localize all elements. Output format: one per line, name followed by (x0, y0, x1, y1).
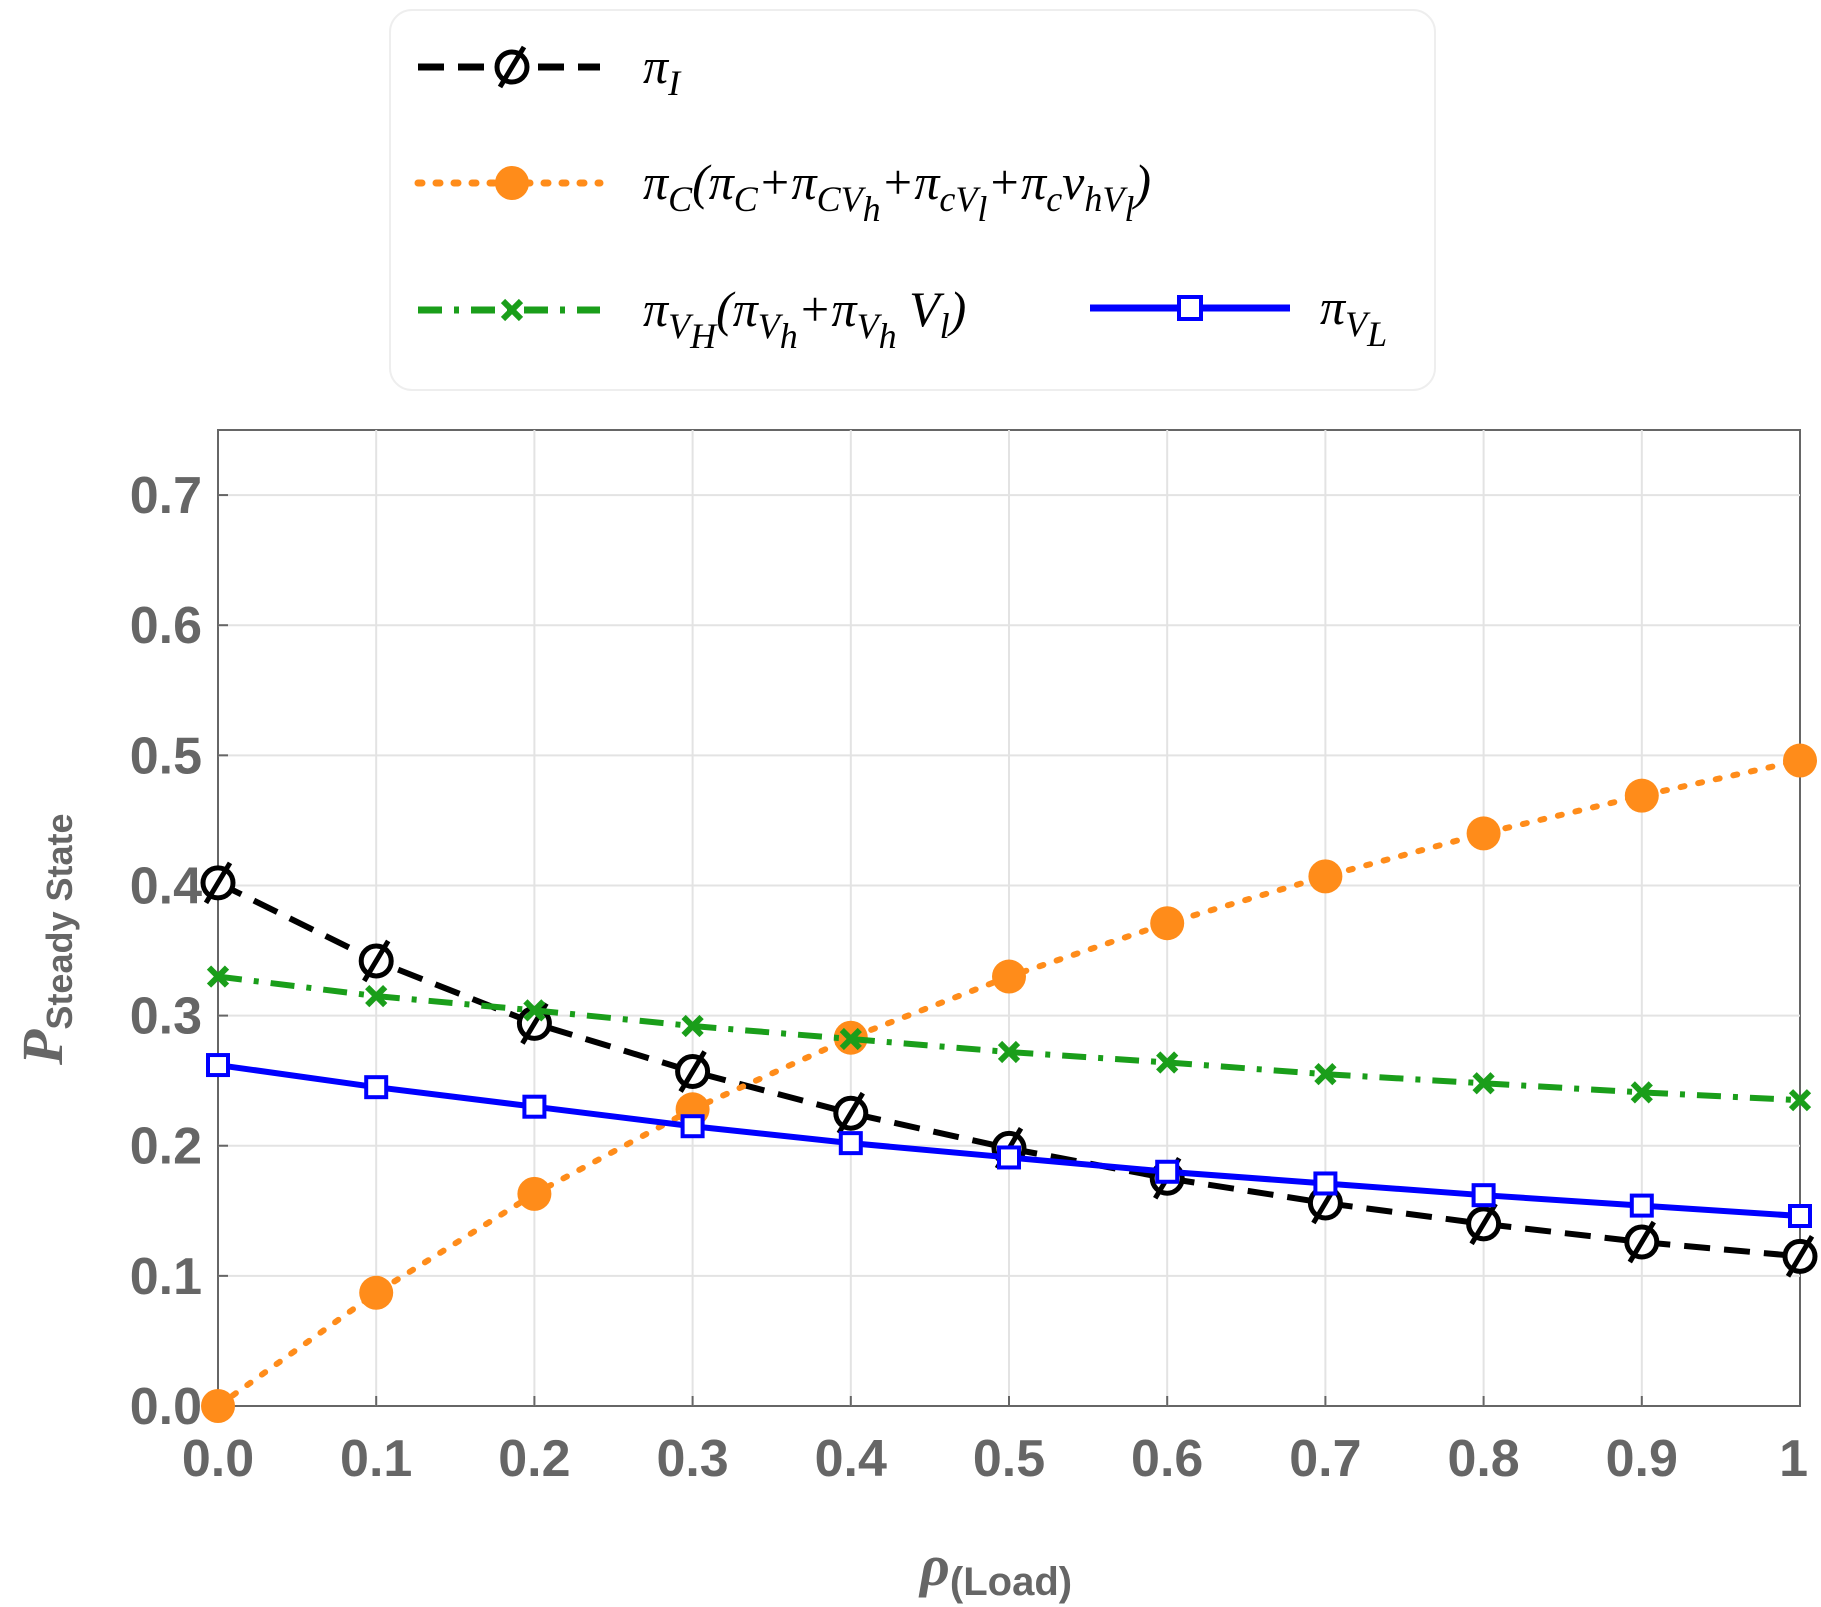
x-tick-label: 0.3 (656, 1430, 728, 1488)
x-tick-label: 0.4 (815, 1430, 887, 1488)
x-axis-title-sub: (Load) (950, 1560, 1072, 1604)
legend-label-sub: I (667, 63, 682, 103)
y-tick-label: 0.1 (130, 1248, 202, 1306)
y-tick-label: 0.3 (130, 988, 202, 1046)
data-point-pi-vl (1629, 1193, 1654, 1218)
data-point-pi-i (200, 861, 236, 905)
legend-label-pi-c: πC(πC+πCVh+πcVl+πcvhVl) (643, 154, 1151, 229)
legend-marker-pi-c (495, 166, 529, 200)
data-point-pi-vl (522, 1094, 547, 1119)
data-point-pi-c (517, 1176, 552, 1211)
data-point-pi-i (1624, 1220, 1660, 1264)
y-axis-title-sub: Steady State (39, 813, 80, 1029)
y-axis-title-main: P (10, 1029, 75, 1066)
y-tick-label: 0.2 (130, 1118, 202, 1176)
x-tick-label: 0.7 (1289, 1430, 1361, 1488)
data-point-pi-c (992, 959, 1026, 994)
data-point-pi-i (675, 1050, 711, 1093)
data-point-pi-c (1466, 816, 1501, 851)
data-point-pi-vh (1630, 1081, 1653, 1104)
legend-item-pi-i: πI (418, 38, 682, 103)
grid (218, 430, 1800, 1406)
y-tick-label: 0.7 (130, 467, 202, 525)
data-point-pi-vl (364, 1075, 389, 1100)
data-point-pi-vh (681, 1014, 704, 1038)
x-tick-label: 0.1 (340, 1430, 412, 1488)
x-axis: 0.0 0.1 0.2 0.3 0.4 0.5 0.6 0.7 0.8 0.9 1 (182, 1396, 1808, 1488)
x-tick-label: 0.8 (1447, 1430, 1519, 1488)
data-point-pi-c (1308, 859, 1343, 894)
y-tick-label: 0.0 (130, 1378, 202, 1436)
data-point-pi-vl (1313, 1171, 1338, 1196)
data-point-pi-i (1782, 1235, 1818, 1278)
data-point-pi-vl (680, 1114, 705, 1139)
data-point-pi-i (833, 1091, 869, 1135)
legend-label-pi-i: πI (643, 38, 682, 103)
data-point-pi-c (1150, 906, 1185, 941)
x-tick-label: 0.2 (498, 1430, 570, 1488)
legend-label-pi-vl: πVL (1320, 279, 1387, 354)
series-pi-vl (206, 1053, 1812, 1229)
data-point-pi-vl (1155, 1159, 1180, 1184)
y-tick-label: 0.5 (130, 727, 202, 785)
y-tick-label: 0.4 (130, 857, 202, 915)
data-point-pi-c (201, 1389, 235, 1423)
data-point-pi-vh (365, 984, 388, 1008)
data-point-pi-i (1466, 1202, 1502, 1246)
plot-area: 0.0 0.1 0.2 0.3 0.4 0.5 0.6 0.7 0.8 0.9 1 0.00.10.… (130, 429, 1818, 1488)
series-line-pi-i (216, 880, 1801, 1260)
legend-marker-pi-i (494, 45, 530, 89)
series-line-pi-vh (217, 973, 1801, 1104)
data-point-pi-vh (1156, 1051, 1179, 1074)
x-axis-title: ρ(Load) (918, 1533, 1072, 1604)
data-point-pi-vl (997, 1145, 1021, 1170)
legend: πI πC(πC+πCVh+πcVl+πcvhVl) πVH(πVh+πVh V… (389, 9, 1436, 391)
data-point-pi-vh (1472, 1072, 1495, 1095)
data-point-pi-vh (1788, 1089, 1812, 1112)
legend-item-pi-c: πC(πC+πCVh+πcVl+πcvhVl) (414, 154, 1151, 229)
data-point-pi-vl (838, 1131, 863, 1156)
legend-label-pi-vh: πVH(πVh+πVh Vl) (643, 281, 966, 356)
x-tick-label: 0.9 (1606, 1430, 1678, 1488)
x-axis-title-main: ρ (918, 1533, 950, 1598)
data-point-pi-vh (523, 999, 546, 1022)
data-point-pi-c (1624, 778, 1659, 813)
series-pi-vh (206, 965, 1812, 1112)
data-point-pi-vh (1314, 1063, 1337, 1086)
x-tick-label: 1 (1779, 1430, 1808, 1488)
x-tick-label: 0.5 (973, 1430, 1045, 1488)
x-tick-label: 0.6 (1131, 1430, 1203, 1488)
y-axis: 0.0 0.1 0.2 0.3 0.4 0.5 0.6 0.7 (130, 467, 228, 1436)
legend-item-pi-vh: πVH(πVh+πVh Vl) (418, 281, 966, 356)
data-point-pi-vh (206, 965, 230, 988)
data-point-pi-vl (1788, 1204, 1812, 1229)
data-point-pi-vh (839, 1027, 862, 1051)
data-point-pi-vl (206, 1053, 230, 1078)
y-tick-label: 0.6 (130, 597, 202, 655)
data-point-pi-c (359, 1275, 394, 1310)
y-axis-title: PSteady State (10, 813, 80, 1066)
data-point-pi-vh (997, 1040, 1021, 1064)
legend-item-pi-vl: πVL (1090, 279, 1387, 354)
data-point-pi-vl (1471, 1183, 1496, 1208)
x-tick-label: 0.0 (182, 1430, 254, 1488)
series-layer (200, 743, 1818, 1423)
data-point-pi-i (358, 939, 394, 983)
legend-frame (389, 9, 1436, 391)
legend-marker-pi-vl (1177, 295, 1203, 321)
legend-label-base: π (643, 38, 670, 94)
data-point-pi-c (1783, 743, 1817, 778)
legend-marker-pi-vh (500, 298, 524, 322)
